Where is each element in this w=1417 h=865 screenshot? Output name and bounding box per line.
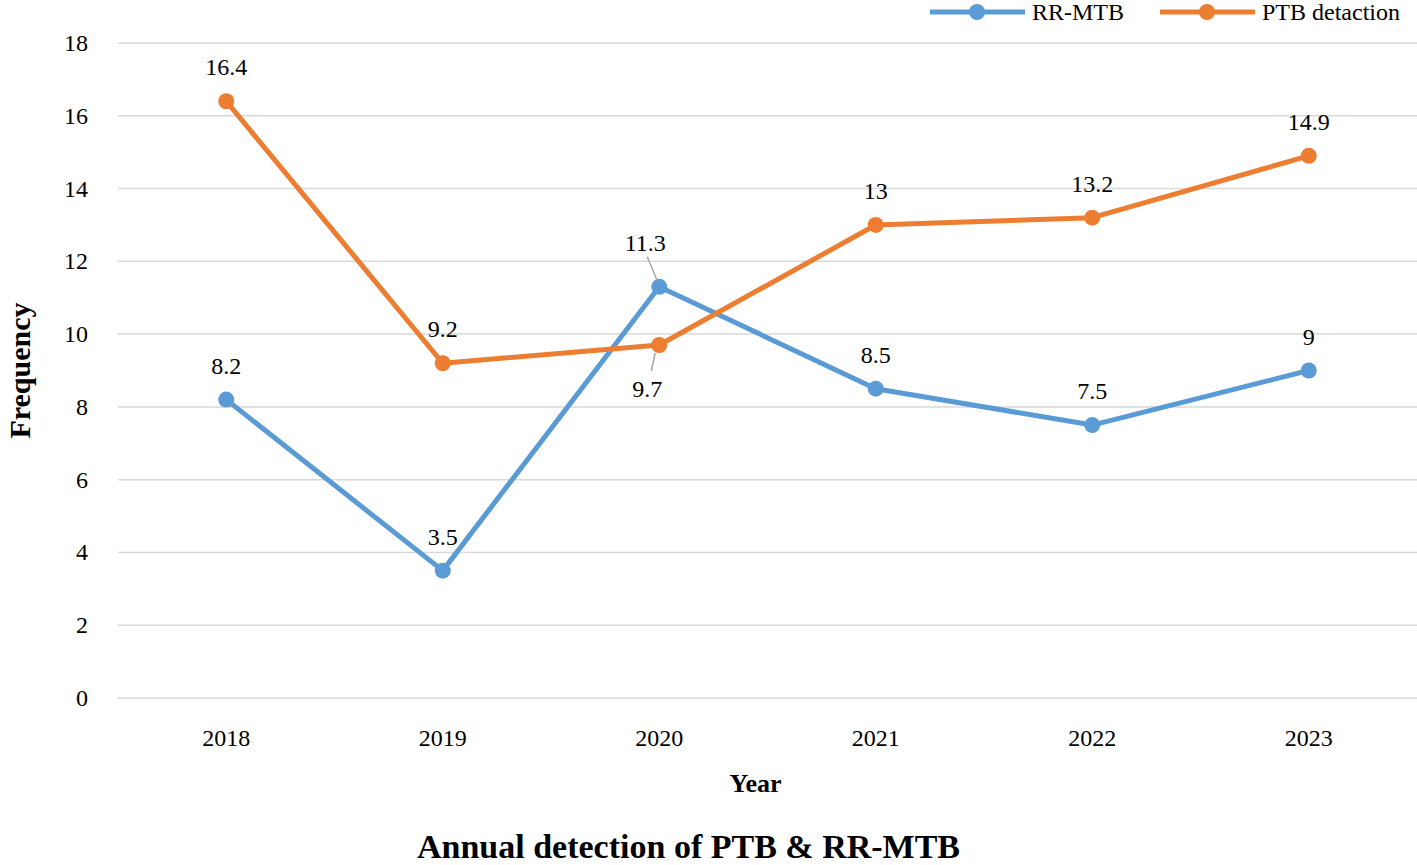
label-leader — [651, 353, 655, 371]
series-marker — [1301, 363, 1317, 379]
series-marker — [868, 217, 884, 233]
y-tick-label: 8 — [76, 394, 88, 420]
data-label: 8.5 — [861, 342, 891, 368]
y-tick-label: 10 — [64, 321, 88, 347]
grid-line — [118, 624, 1417, 626]
grid-line — [118, 42, 1417, 44]
x-tick-label: 2023 — [1285, 725, 1333, 751]
grid-line — [118, 406, 1417, 408]
series-marker — [651, 337, 667, 353]
series-marker — [218, 93, 234, 109]
y-tick-label: 6 — [76, 467, 88, 493]
data-label: 13.2 — [1071, 171, 1113, 197]
data-label: 13 — [864, 178, 888, 204]
data-label: 9 — [1303, 324, 1315, 350]
series-marker — [1084, 210, 1100, 226]
series-marker — [218, 392, 234, 408]
x-tick-label: 2021 — [852, 725, 900, 751]
grid-line — [118, 333, 1417, 335]
x-tick-label: 2018 — [202, 725, 250, 751]
series-marker — [651, 279, 667, 295]
y-axis-title: Frequency — [3, 302, 36, 438]
data-label: 7.5 — [1077, 378, 1107, 404]
grid-line — [118, 261, 1417, 263]
chart-title: Annual detection of PTB & RR-MTB — [417, 828, 960, 865]
x-tick-label: 2020 — [635, 725, 683, 751]
data-label: 9.7 — [632, 376, 662, 402]
y-tick-label: 2 — [76, 612, 88, 638]
legend-marker — [1199, 4, 1215, 20]
y-tick-label: 18 — [64, 30, 88, 56]
series-line — [226, 101, 1309, 363]
label-leader — [647, 257, 657, 281]
series-marker — [435, 563, 451, 579]
series-marker — [1084, 417, 1100, 433]
x-tick-label: 2022 — [1068, 725, 1116, 751]
series-marker — [1301, 148, 1317, 164]
data-label: 11.3 — [625, 230, 666, 256]
y-tick-label: 0 — [76, 685, 88, 711]
legend: RR-MTB PTB detaction — [930, 0, 1400, 25]
grid-line — [118, 188, 1417, 190]
y-tick-label: 16 — [64, 103, 88, 129]
grid-line — [118, 552, 1417, 554]
data-label: 14.9 — [1288, 109, 1330, 135]
legend-marker — [969, 4, 985, 20]
grid-line — [118, 115, 1417, 117]
y-tick-label: 12 — [64, 248, 88, 274]
y-tick-label: 14 — [64, 176, 88, 202]
data-label: 8.2 — [211, 353, 241, 379]
grid-line — [118, 479, 1417, 481]
series-marker — [868, 381, 884, 397]
data-label: 3.5 — [428, 524, 458, 550]
legend-label: PTB detaction — [1262, 0, 1400, 25]
x-axis-title: Year — [730, 769, 782, 798]
data-label: 16.4 — [205, 54, 247, 80]
x-tick-label: 2019 — [419, 725, 467, 751]
chart: 0 2 4 6 8 10 12 14 16 18 2018 2019 2020 2021 2022 2023 Y… — [0, 0, 1417, 865]
legend-label: RR-MTB — [1032, 0, 1124, 25]
series-line — [226, 287, 1309, 571]
series-marker — [435, 355, 451, 371]
plot-area — [218, 93, 1317, 578]
y-tick-label: 4 — [76, 539, 88, 565]
data-label: 9.2 — [428, 316, 458, 342]
grid-line — [118, 697, 1417, 699]
